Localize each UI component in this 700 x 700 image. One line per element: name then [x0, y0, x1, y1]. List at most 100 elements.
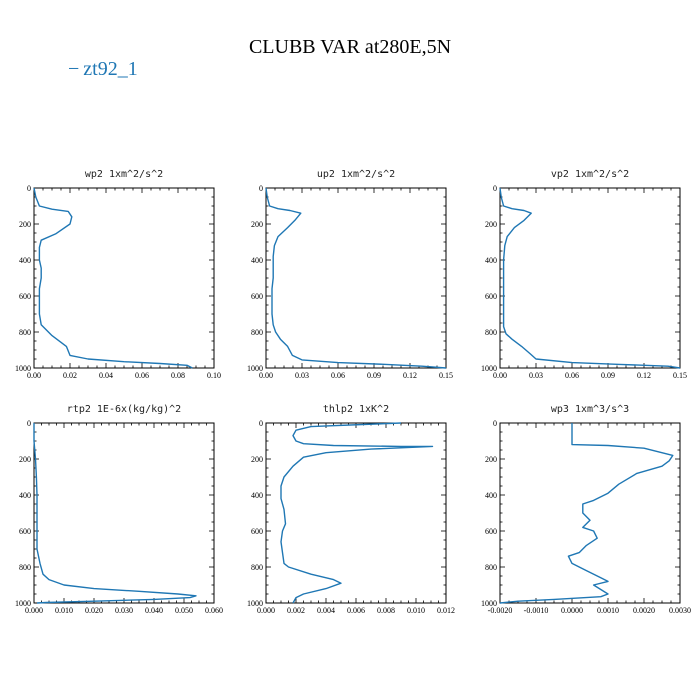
- series-line: [33, 423, 197, 604]
- chart-title: CLUBB VAR at280E,5N: [248, 36, 452, 58]
- y-tick-label: 400: [251, 491, 263, 500]
- y-tick-label: 200: [19, 220, 31, 229]
- y-tick-label: 0: [259, 419, 263, 428]
- y-tick-label: 1000: [481, 599, 497, 608]
- series-line: [499, 423, 674, 604]
- panel-title: up2 1xm^2/s^2: [317, 169, 395, 180]
- y-tick-label: 200: [251, 220, 263, 229]
- y-tick-label: 400: [19, 491, 31, 500]
- x-tick-label: 0.020: [85, 606, 103, 615]
- y-tick-label: 400: [251, 256, 263, 265]
- plot-frame: [33, 187, 215, 369]
- panel-title: vp2 1xm^2/s^2: [551, 169, 629, 180]
- x-tick-label: 0.12: [637, 371, 651, 380]
- panel-title: rtp2 1E-6x(kg/kg)^2: [67, 404, 181, 415]
- x-tick-label: 0.06: [135, 371, 149, 380]
- panel-3: vp2 1xm^2/s^2 0.00 0.03 0.06 0.09 0.12 0.15 0 20…: [481, 169, 687, 380]
- x-tick-label: 0.00: [493, 371, 507, 380]
- y-tick-label: 600: [251, 292, 263, 301]
- x-tick-label: 0.0020: [633, 606, 655, 615]
- y-tick-label: 800: [251, 563, 263, 572]
- x-tick-label: 0.002: [287, 606, 305, 615]
- x-tick-label: 0.010: [407, 606, 425, 615]
- y-tick-label: 800: [19, 563, 31, 572]
- legend-line-marker: −: [68, 58, 80, 80]
- x-tick-label: 0.09: [367, 371, 381, 380]
- x-tick-label: 0.004: [317, 606, 335, 615]
- x-tick-label: 0.15: [439, 371, 453, 380]
- x-tick-label: 0.0010: [597, 606, 619, 615]
- x-tick-label: 0.12: [403, 371, 417, 380]
- x-tick-label: 0.0030: [669, 606, 691, 615]
- y-tick-label: 400: [485, 491, 497, 500]
- x-tick-label: 0.0000: [561, 606, 583, 615]
- plot-frame: [265, 187, 447, 369]
- x-tick-label: 0.000: [257, 606, 275, 615]
- panel-2: up2 1xm^2/s^2 0.00 0.03 0.06 0.09 0.12 0.15 0 20…: [247, 169, 453, 380]
- x-tick-label: 0.02: [63, 371, 77, 380]
- x-tick-label: 0.012: [437, 606, 455, 615]
- x-tick-label: 0.030: [115, 606, 133, 615]
- x-tick-label: -0.0010: [524, 606, 549, 615]
- y-tick-label: 600: [485, 292, 497, 301]
- y-tick-label: 600: [19, 527, 31, 536]
- x-tick-label: 0.010: [55, 606, 73, 615]
- y-tick-label: 800: [251, 328, 263, 337]
- x-tick-label: 0.008: [377, 606, 395, 615]
- y-tick-label: 800: [485, 563, 497, 572]
- panel-title: wp2 1xm^2/s^2: [85, 169, 163, 180]
- panel-title: thlp2 1xK^2: [323, 404, 389, 415]
- y-tick-label: 800: [19, 328, 31, 337]
- y-tick-label: 0: [493, 184, 497, 193]
- y-tick-label: 200: [19, 455, 31, 464]
- x-tick-label: 0.10: [207, 371, 221, 380]
- y-tick-label: 200: [485, 220, 497, 229]
- y-tick-label: 600: [251, 527, 263, 536]
- series-line: [33, 187, 193, 369]
- x-tick-label: 0.00: [259, 371, 273, 380]
- y-tick-label: 400: [19, 256, 31, 265]
- x-tick-label: 0.15: [673, 371, 687, 380]
- x-tick-label: 0.03: [529, 371, 543, 380]
- series-line: [499, 187, 681, 369]
- x-tick-label: 0.09: [601, 371, 615, 380]
- y-tick-label: 0: [259, 184, 263, 193]
- y-tick-label: 0: [27, 184, 31, 193]
- panel-4: rtp2 1E-6x(kg/kg)^2 0.000 0.010 0.020 0.030 0…: [15, 404, 223, 615]
- y-tick-label: 200: [485, 455, 497, 464]
- legend-label: zt92_1: [83, 58, 138, 80]
- plot-frame: [33, 422, 215, 604]
- panel-title: wp3 1xm^3/s^3: [551, 404, 629, 415]
- y-tick-label: 1000: [15, 599, 31, 608]
- x-tick-label: 0.060: [205, 606, 223, 615]
- y-tick-label: 0: [493, 419, 497, 428]
- x-tick-label: 0.006: [347, 606, 365, 615]
- series-line: [280, 422, 434, 604]
- y-tick-label: 400: [485, 256, 497, 265]
- x-tick-label: 0.00: [27, 371, 41, 380]
- x-tick-label: -0.0020: [488, 606, 513, 615]
- y-tick-label: 1000: [247, 599, 263, 608]
- y-tick-label: 1000: [481, 364, 497, 373]
- x-tick-label: 0.06: [565, 371, 579, 380]
- panel-1: wp2 1xm^2/s^2 0.00 0.02 0.04 0.06 0.08 0.10 0 20…: [15, 169, 221, 380]
- panel-5: thlp2 1xK^2 0.000 0.002 0.004 0.006 0.008 0.01…: [247, 404, 455, 615]
- y-tick-label: 1000: [15, 364, 31, 373]
- plot-frame: [499, 187, 681, 369]
- y-tick-label: 800: [485, 328, 497, 337]
- x-tick-label: 0.03: [295, 371, 309, 380]
- legend: − zt92_1: [68, 58, 138, 81]
- x-tick-label: 0.04: [99, 371, 113, 380]
- y-tick-label: 200: [251, 455, 263, 464]
- x-tick-label: 0.000: [25, 606, 43, 615]
- series-line: [265, 187, 447, 369]
- panel-6: wp3 1xm^3/s^3 -0.0020 -0.0010 0.0000 0.0010 0…: [481, 404, 691, 615]
- x-tick-label: 0.06: [331, 371, 345, 380]
- y-tick-label: 1000: [247, 364, 263, 373]
- x-tick-label: 0.050: [175, 606, 193, 615]
- x-tick-label: 0.040: [145, 606, 163, 615]
- y-tick-label: 600: [485, 527, 497, 536]
- x-tick-label: 0.08: [171, 371, 185, 380]
- y-tick-label: 0: [27, 419, 31, 428]
